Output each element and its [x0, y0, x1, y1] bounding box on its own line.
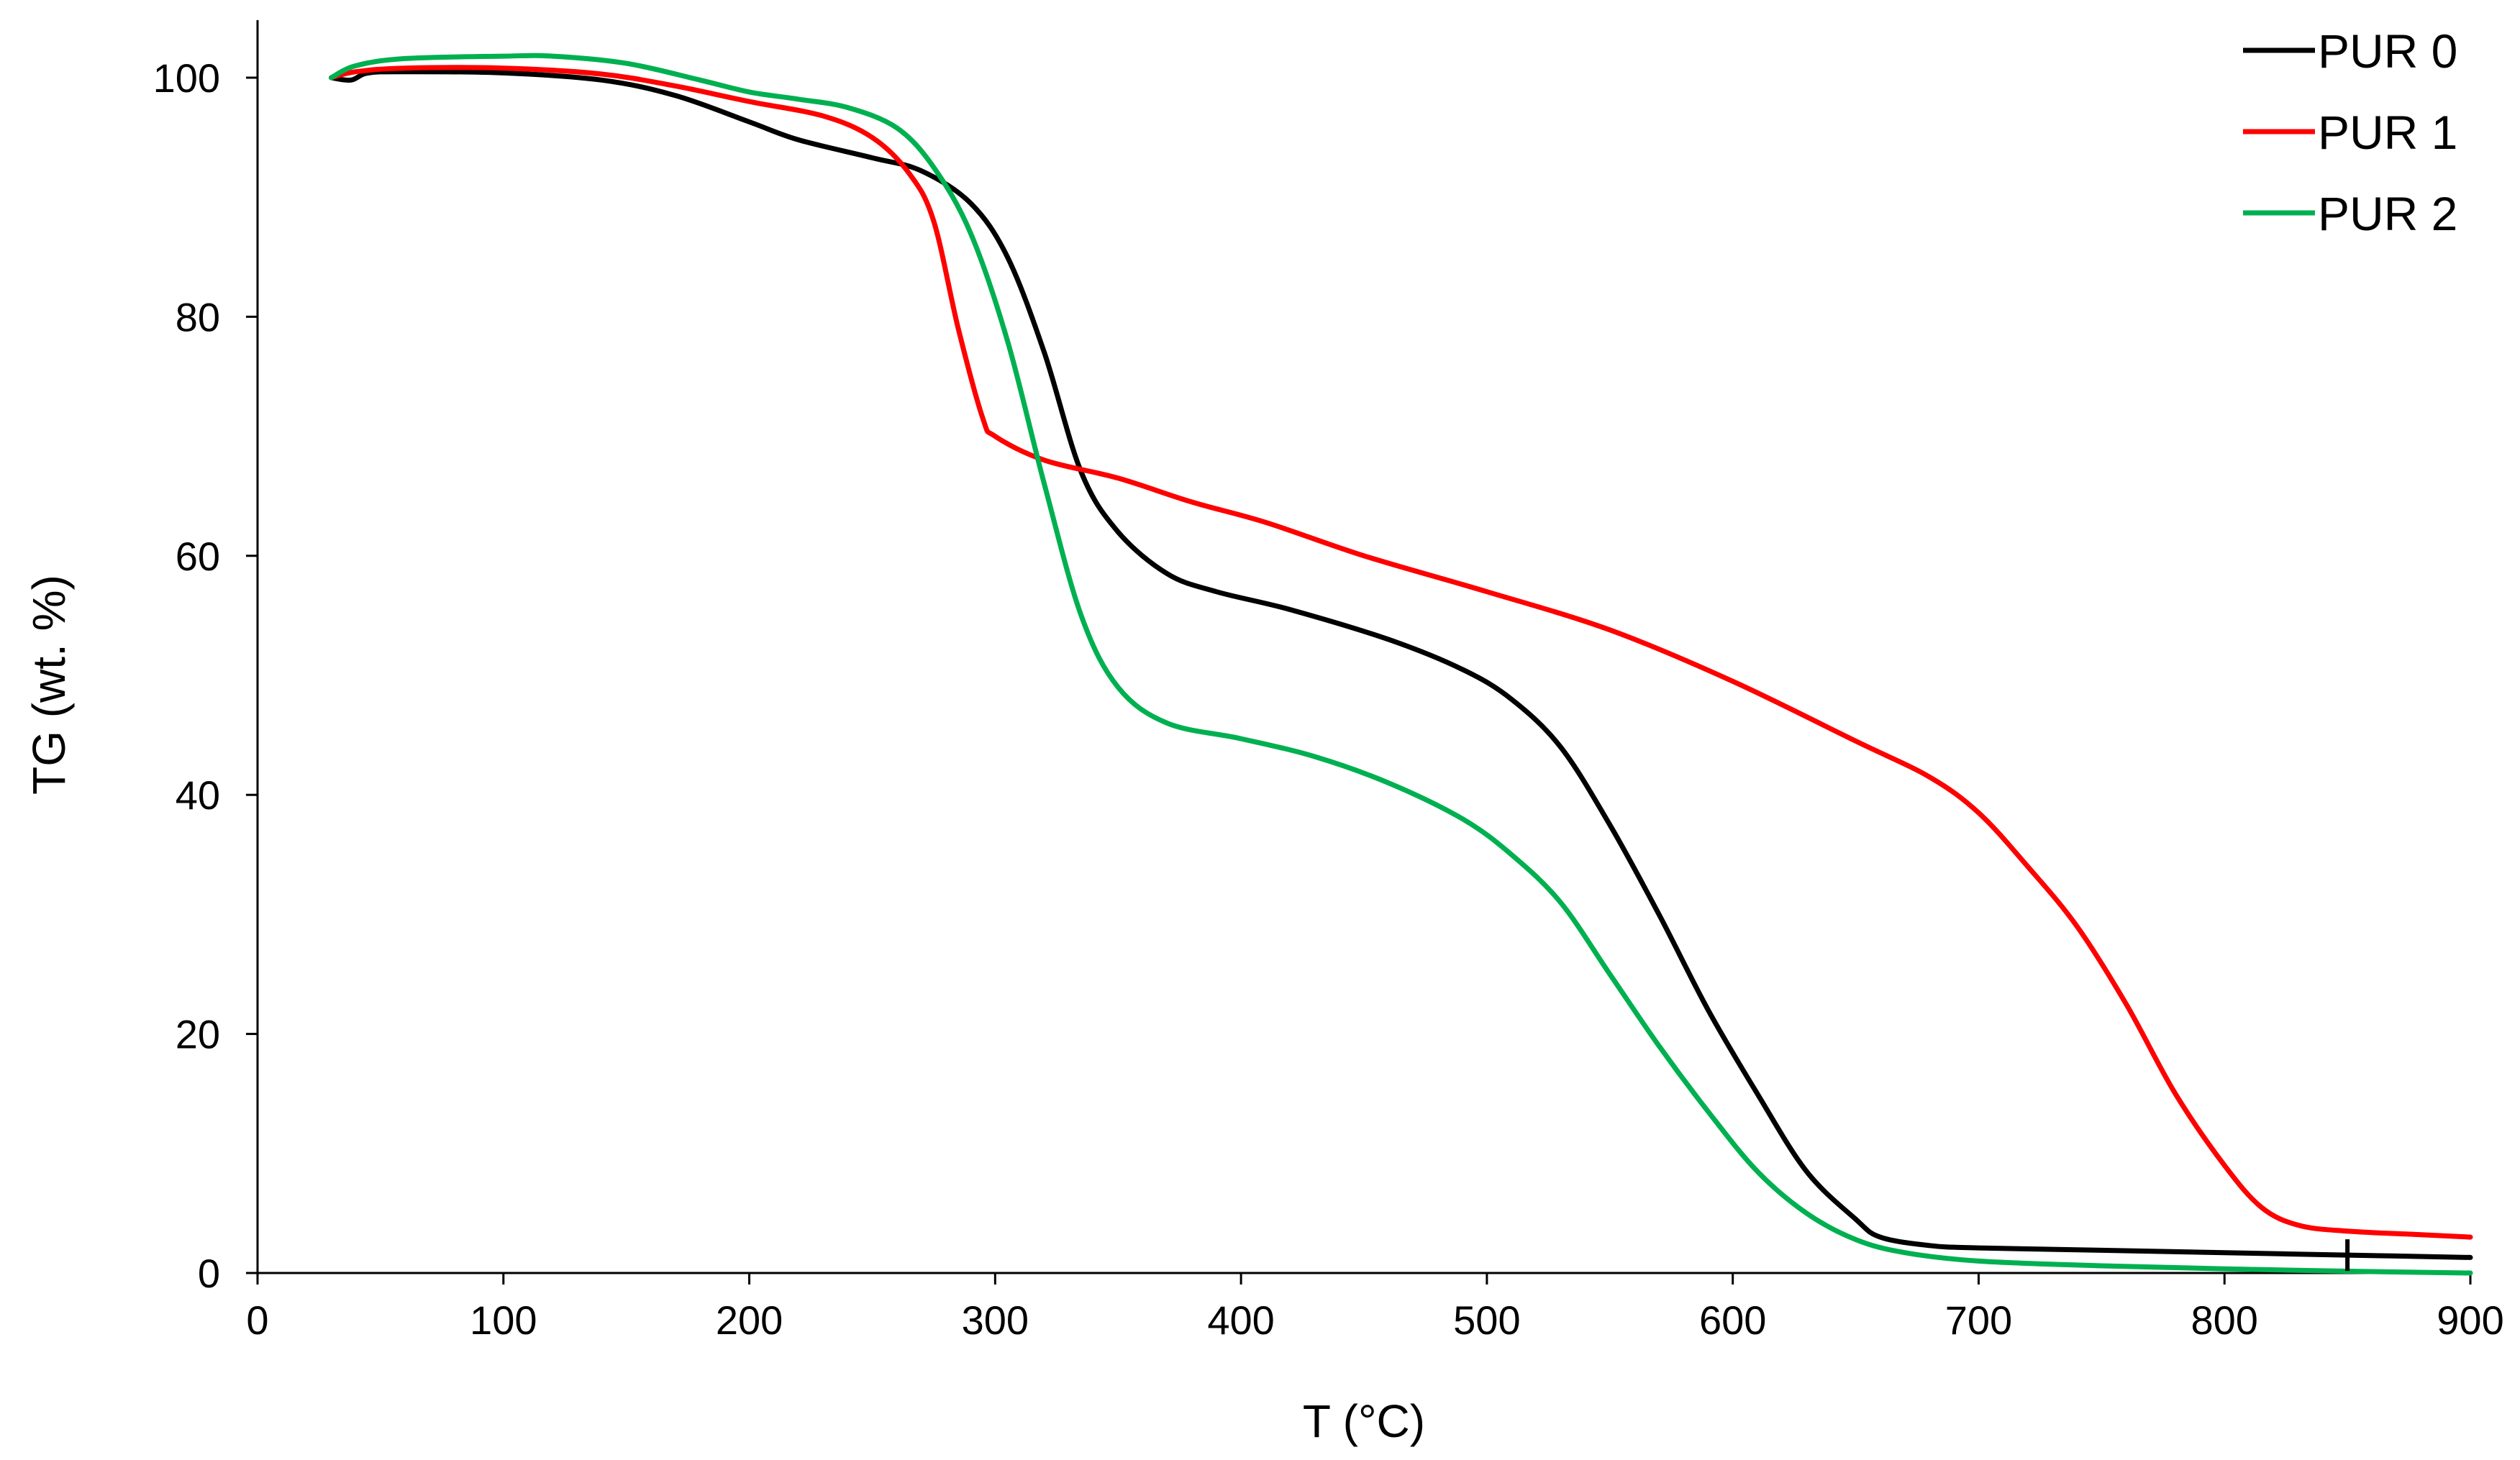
series-lines	[329, 53, 2473, 1276]
x-tick-label: 200	[716, 1297, 783, 1343]
x-tick-label: 800	[2191, 1297, 2258, 1343]
series-line-pur-1	[329, 65, 2473, 1240]
y-tick-label: 0	[198, 1251, 220, 1296]
x-axis-ticks: 0 100 200 300 400 500 600 700 800 900	[246, 1273, 2504, 1343]
x-tick-label: 600	[1699, 1297, 1766, 1343]
y-tick-label: 60	[176, 534, 220, 579]
x-tick-label: 0	[246, 1297, 268, 1343]
y-tick-label: 80	[176, 294, 220, 339]
legend-label-pur-2: PUR 2	[2318, 187, 2457, 240]
y-tick-label: 100	[153, 55, 220, 101]
series-line-pur-2	[329, 53, 2473, 1276]
legend: PUR 0 PUR 1 PUR 2	[2243, 24, 2457, 240]
legend-label-pur-0: PUR 0	[2318, 24, 2457, 78]
y-axis-ticks: 0 20 40 60 80 100	[153, 55, 258, 1296]
y-tick-label: 40	[176, 772, 220, 818]
y-axis-title: TG (wt. %)	[23, 575, 75, 795]
x-tick-label: 300	[962, 1297, 1029, 1343]
x-tick-label: 900	[2437, 1297, 2503, 1343]
plot-area: 0 100 200 300 400 500 600 700 800 900 0 20 40 60 80 10…	[153, 20, 2504, 1343]
x-tick-label: 100	[470, 1297, 537, 1343]
x-axis-title: T (°C)	[1303, 1395, 1425, 1447]
x-tick-label: 400	[1207, 1297, 1274, 1343]
legend-label-pur-1: PUR 1	[2318, 106, 2457, 159]
y-tick-label: 20	[176, 1012, 220, 1057]
series-line-pur-0	[329, 69, 2473, 1260]
x-tick-label: 500	[1453, 1297, 1520, 1343]
x-tick-label: 700	[1945, 1297, 2012, 1343]
